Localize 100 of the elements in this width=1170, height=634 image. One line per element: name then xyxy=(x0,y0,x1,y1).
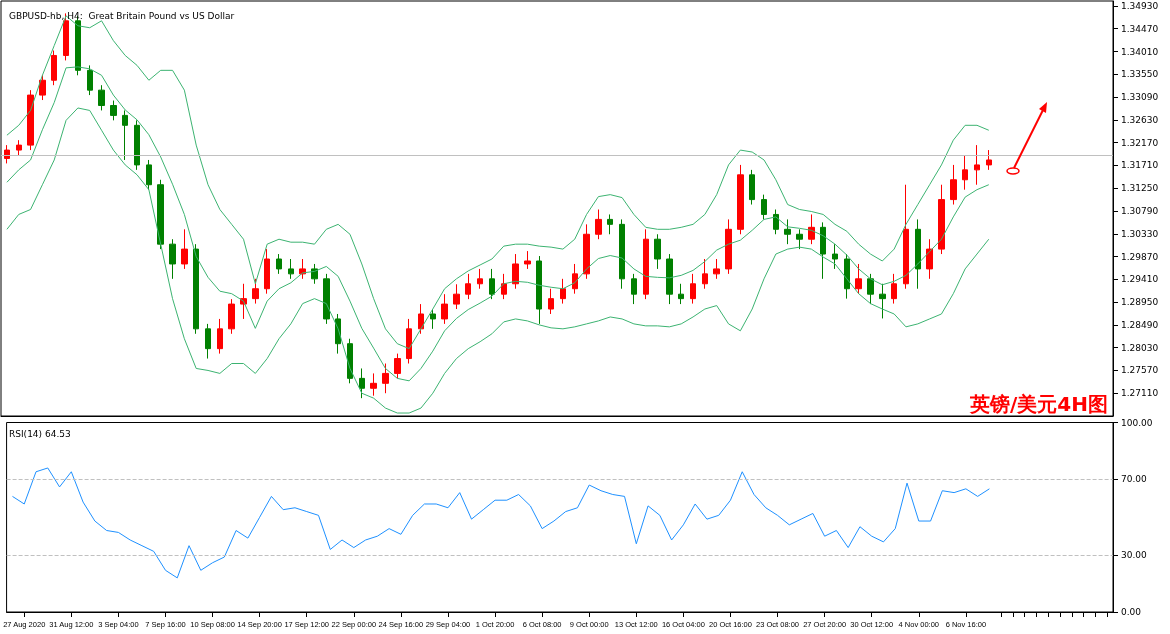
candlestick xyxy=(926,238,933,280)
candlestick xyxy=(631,273,637,305)
line-series xyxy=(6,107,990,414)
candlestick xyxy=(713,258,720,280)
candlestick xyxy=(915,218,921,290)
candlestick xyxy=(276,253,282,275)
candlestick xyxy=(169,238,176,280)
candlestick xyxy=(560,278,566,305)
candlestick xyxy=(181,228,188,270)
candlestick xyxy=(16,139,22,156)
candlestick xyxy=(465,273,471,300)
candlestick xyxy=(855,263,862,295)
y-tick-label: 1.28030 xyxy=(1121,342,1159,353)
y-tick-label: 1.27570 xyxy=(1121,365,1159,376)
y-tick-label: 1.34010 xyxy=(1121,46,1159,57)
candlestick xyxy=(619,218,625,290)
candlestick xyxy=(157,179,164,250)
candlestick xyxy=(394,353,401,379)
candlestick xyxy=(418,303,424,335)
candlestick xyxy=(879,283,886,319)
y-tick-label: 1.33550 xyxy=(1121,69,1159,80)
candlestick xyxy=(903,184,909,290)
candlestick xyxy=(666,253,673,305)
y-tick-label: 1.34470 xyxy=(1121,23,1159,34)
text: GBPUSD-hb, H4: Great Britain Pound vs US Dollar xyxy=(9,10,235,21)
candlestick xyxy=(690,273,696,305)
y-tick-label: 1.32630 xyxy=(1121,114,1159,125)
candlestick xyxy=(87,64,93,96)
candlestick xyxy=(678,283,684,305)
candlestick xyxy=(323,273,330,325)
candlestick xyxy=(607,213,613,235)
candlestick xyxy=(749,169,755,206)
candlestick xyxy=(193,243,199,335)
y-tick-label: 1.31250 xyxy=(1121,183,1159,194)
candlestick xyxy=(548,288,554,315)
candlestick xyxy=(844,253,850,300)
candlestick xyxy=(524,250,531,270)
y-tick-label: 1.34930 xyxy=(1121,0,1159,11)
candlestick xyxy=(489,268,495,300)
candlestick xyxy=(122,109,128,161)
candlestick xyxy=(63,12,69,61)
candlestick xyxy=(228,298,235,335)
candlestick xyxy=(453,283,460,310)
candlestick xyxy=(134,119,140,171)
y-tick-label: 1.30790 xyxy=(1121,205,1159,216)
candlestick xyxy=(288,258,294,280)
candlestick xyxy=(891,273,897,305)
y-tick-label: 1.28950 xyxy=(1121,297,1159,308)
candlestick xyxy=(27,89,34,151)
candlestick xyxy=(4,144,10,164)
candlestick xyxy=(784,218,791,245)
candlestick xyxy=(986,149,992,171)
candlestick xyxy=(761,194,767,220)
candlestick xyxy=(643,228,649,300)
candlestick xyxy=(974,144,980,186)
candlestick xyxy=(110,100,117,121)
candlestick xyxy=(264,248,270,295)
candlestick xyxy=(359,367,365,399)
candlestick xyxy=(737,164,744,235)
candlestick xyxy=(205,323,211,360)
candlestick xyxy=(950,164,957,206)
candlestick xyxy=(796,228,803,250)
candlestick xyxy=(725,218,732,275)
text: RSI(14) 64.53 xyxy=(9,428,71,439)
y-tick-label: 1.28490 xyxy=(1121,319,1159,330)
y-tick-label: 1.32170 xyxy=(1121,137,1159,148)
candlestick xyxy=(441,293,448,325)
candlestick xyxy=(512,253,519,290)
y-tick-label: 0.00 xyxy=(1121,607,1142,617)
candlestick xyxy=(39,74,46,101)
candlestick xyxy=(536,255,542,325)
candlestick xyxy=(938,184,945,255)
y-tick-label: 1.30330 xyxy=(1121,228,1159,239)
candlestick xyxy=(702,258,708,290)
candlestick xyxy=(252,278,259,305)
candlestick xyxy=(654,233,661,270)
candlestick xyxy=(370,372,377,397)
y-tick-label: 100.00 xyxy=(1121,417,1153,428)
candlestick xyxy=(808,213,815,245)
candlestick xyxy=(832,243,838,270)
y-tick-label: 70.00 xyxy=(1121,474,1148,485)
y-tick-label: 1.29870 xyxy=(1121,251,1159,262)
candlestick xyxy=(98,84,105,111)
y-tick-label: 1.31710 xyxy=(1121,160,1159,171)
candlestick xyxy=(382,363,389,394)
y-tick-label: 1.33090 xyxy=(1121,92,1159,103)
candlestick xyxy=(477,268,483,290)
candlestick xyxy=(146,159,152,191)
y-tick-label: 30.00 xyxy=(1121,550,1148,561)
candlestick xyxy=(595,208,602,240)
line-series xyxy=(11,467,990,579)
candlestick xyxy=(962,154,968,191)
candlestick xyxy=(217,318,223,355)
y-tick-label: 1.27110 xyxy=(1121,388,1159,399)
candlestick xyxy=(406,318,412,365)
y-tick-label: 1.29410 xyxy=(1121,274,1159,285)
candlestick xyxy=(430,308,436,330)
candlestick xyxy=(51,50,57,86)
candlestick xyxy=(501,273,507,300)
candlestick xyxy=(820,221,826,280)
